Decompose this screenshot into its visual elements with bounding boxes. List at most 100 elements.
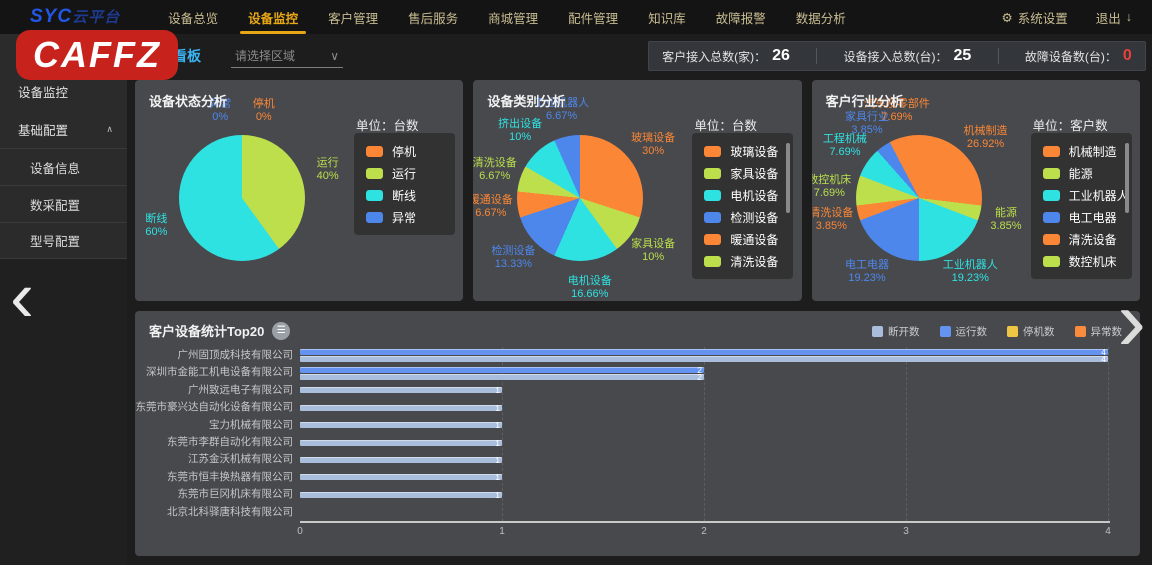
bar-card-header: 客户设备统计Top20 ☰ — [149, 321, 291, 340]
x-tick-label: 4 — [1105, 526, 1111, 537]
legend-item-机械制造[interactable]: 机械制造 — [1042, 140, 1132, 162]
system-settings-button[interactable]: ⚙ 系统设置 — [1002, 8, 1068, 27]
sidebar-item-label: 数采配置 — [30, 198, 81, 213]
sidebar-item-基础配置[interactable]: 基础配置 ∧ — [0, 110, 127, 148]
nav-right: ⚙ 系统设置 退出 ↓ — [1002, 8, 1133, 27]
carousel-next-icon[interactable]: › — [1117, 273, 1146, 369]
legend-swatch — [1042, 167, 1060, 179]
x-tick-label: 2 — [701, 526, 707, 537]
legend-item-暖通设备[interactable]: 暖通设备 — [704, 228, 793, 250]
sidebar-item-数采配置[interactable]: 数采配置 — [0, 185, 127, 222]
legend-label: 断线 — [392, 188, 417, 203]
pie-slice-label: 断线 60% — [145, 213, 167, 239]
region-select-placeholder: 请选择区域 — [235, 49, 296, 63]
pie-slice-label: 清洗设备 6.67% — [473, 157, 516, 183]
legend-item-能源[interactable]: 能源 — [1042, 162, 1132, 184]
pie-slice-name: 检测设备 — [491, 245, 536, 258]
bar-断开数[interactable]: 1 — [300, 420, 502, 430]
device-status-pie[interactable] — [179, 135, 305, 261]
bar-value-label: 1 — [495, 472, 500, 483]
bar-运行数[interactable]: 2 — [300, 365, 704, 375]
pie-slice-percent: 26.92% — [966, 137, 1005, 150]
legend-item-电机设备[interactable]: 电机设备 — [704, 184, 793, 206]
bar-断开数[interactable]: 1 — [300, 403, 502, 413]
stat-item: 设备接入总数(台)： 25 — [844, 47, 972, 65]
nav-item-客户管理[interactable]: 客户管理 — [328, 11, 379, 26]
bar-row — [300, 504, 1108, 521]
legend-label: 检测设备 — [730, 210, 779, 225]
bar-断开数[interactable]: 1 — [300, 490, 502, 500]
list-toggle-icon[interactable]: ☰ — [272, 321, 291, 340]
legend-swatch — [1042, 145, 1060, 157]
legend-item-清洗设备[interactable]: 清洗设备 — [1042, 228, 1132, 250]
pie-slice-name: 家具设备 — [631, 237, 676, 250]
x-tick-label: 1 — [499, 526, 505, 537]
bar-断开数[interactable]: 2 — [300, 372, 704, 382]
card-title: 设备状态分析 — [149, 94, 228, 109]
sidebar-item-设备信息[interactable]: 设备信息 — [0, 148, 127, 185]
sidebar-item-label: 设备监控 — [18, 85, 69, 100]
nav-item-售后服务[interactable]: 售后服务 — [408, 11, 459, 26]
legend-scrollbar[interactable] — [1124, 143, 1129, 213]
x-axis-ticks: 0 1 2 3 4 — [297, 526, 1111, 540]
pie-slice-name: 挤出设备 — [498, 118, 543, 131]
bar-运行数[interactable]: 4 — [300, 347, 1108, 357]
region-select[interactable]: 请选择区域 ∨ — [231, 44, 343, 68]
card-title: 设备类别分析 — [487, 94, 566, 109]
pie-slice-percent: 7.69% — [881, 110, 913, 123]
customer-industry-pie[interactable] — [855, 135, 982, 261]
pie-slice-label: 停机 0% — [253, 98, 275, 124]
legend-item-清洗设备[interactable]: 清洗设备 — [704, 250, 793, 272]
legend-item-家具设备[interactable]: 家具设备 — [704, 162, 793, 184]
bar-row: 1 — [300, 382, 1108, 399]
stat-value: 0 — [1122, 47, 1132, 64]
bar-legend-item-断开数[interactable]: 断开数 — [872, 324, 920, 339]
bar-legend-item-运行数[interactable]: 运行数 — [939, 324, 987, 339]
bar-legend-item-异常数[interactable]: 异常数 — [1074, 324, 1122, 339]
bar-断开数[interactable]: 1 — [300, 455, 502, 465]
bar-断开数[interactable]: 1 — [300, 472, 502, 483]
bar-断开数[interactable]: 4 — [300, 354, 1108, 364]
legend-swatch — [704, 233, 722, 245]
nav-item-数据分析[interactable]: 数据分析 — [795, 11, 846, 26]
legend-item-玻璃设备[interactable]: 玻璃设备 — [704, 140, 793, 162]
legend-scrollbar[interactable] — [786, 143, 791, 213]
bar-断开数[interactable]: 1 — [300, 385, 502, 395]
legend-label: 暖通设备 — [730, 232, 779, 247]
pie-slice-name: 机械制造 — [963, 124, 1008, 137]
sidebar-item-label: 设备信息 — [30, 161, 81, 176]
bar-legend-item-停机数[interactable]: 停机数 — [1007, 324, 1055, 339]
legend-item-检测设备[interactable]: 检测设备 — [704, 206, 793, 228]
bar-category-label: 东莞市豪兴达自动化设备有限公司 — [135, 401, 294, 414]
stat-label: 故障设备数(台)： — [1024, 49, 1117, 64]
nav-item-设备监控[interactable]: 设备监控 — [240, 0, 307, 34]
logo-sub: 云平台 — [72, 9, 121, 26]
content: 统计看板 请选择区域 ∨ 客户接入总数(家)：26设备接入总数(台)：25故障设… — [127, 34, 1152, 565]
nav-item-故障报警[interactable]: 故障报警 — [715, 11, 766, 26]
nav-item-设备总览[interactable]: 设备总览 — [168, 11, 219, 26]
pie-slice-percent: 7.69% — [829, 146, 861, 159]
legend-item-运行[interactable]: 运行 — [366, 162, 455, 184]
pie-slice-name: 清洗设备 — [811, 206, 854, 219]
bar-value-label: 1 — [495, 437, 500, 448]
legend-item-电工电器[interactable]: 电工电器 — [1042, 206, 1132, 228]
carousel-prev-icon[interactable]: ‹ — [10, 257, 34, 337]
bar-断开数[interactable]: 1 — [300, 437, 502, 448]
nav-item-商城管理[interactable]: 商城管理 — [488, 11, 539, 26]
system-settings-label: 系统设置 — [1017, 11, 1068, 26]
legend-item-异常[interactable]: 异常 — [366, 206, 455, 228]
nav-item-知识库[interactable]: 知识库 — [648, 11, 686, 26]
legend-item-工业机器人[interactable]: 工业机器人 — [1042, 184, 1132, 206]
device-category-pie[interactable] — [517, 135, 644, 261]
legend-item-停机[interactable]: 停机 — [366, 140, 455, 162]
nav-item-配件管理[interactable]: 配件管理 — [568, 11, 619, 26]
x-tick-label: 0 — [297, 526, 303, 537]
logout-button[interactable]: 退出 ↓ — [1096, 8, 1132, 27]
sidebar-item-型号配置[interactable]: 型号配置 — [0, 222, 127, 259]
legend-label: 停机 — [392, 144, 417, 159]
legend-item-断线[interactable]: 断线 — [366, 184, 455, 206]
sidebar-item-设备监控[interactable]: 设备监控 — [0, 72, 127, 110]
bar-category-label: 江苏金沃机械有限公司 — [188, 453, 293, 466]
legend-swatch — [1007, 326, 1018, 337]
legend-item-数控机床[interactable]: 数控机床 — [1042, 250, 1132, 272]
